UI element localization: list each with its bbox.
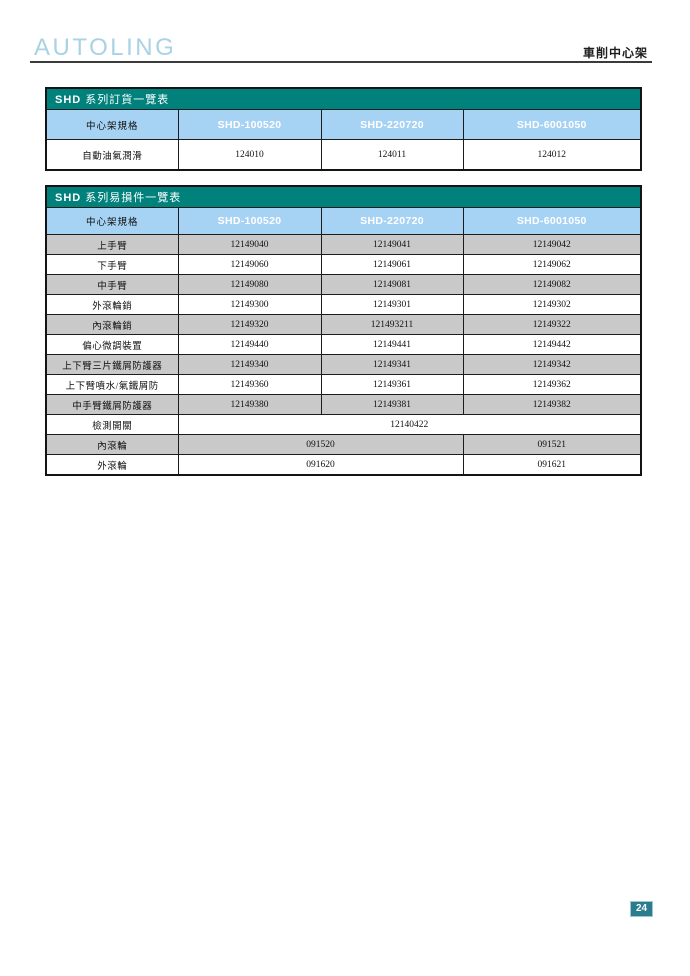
part-number-cell: 121493211 xyxy=(320,314,464,335)
part-number-cell: 124010 xyxy=(177,139,322,171)
table-row: 內滾輪銷 12149320 121493211 12149322 xyxy=(45,314,642,335)
table-row: 內滾輪 091520 091521 xyxy=(45,434,642,455)
part-number-cell: 12149081 xyxy=(320,274,464,295)
table-row: 上手臂 12149040 12149041 12149042 xyxy=(45,234,642,255)
row-label: 自動油氣潤滑 xyxy=(45,139,179,171)
table-row: 上下臂噴水/氣鐵屑防 12149360 12149361 12149362 xyxy=(45,374,642,395)
part-number-cell: 124012 xyxy=(462,139,642,171)
part-number-cell: 12149041 xyxy=(320,234,464,255)
part-number-cell: 12149442 xyxy=(462,334,642,355)
part-number-cell: 12149361 xyxy=(320,374,464,395)
row-label: 下手臂 xyxy=(45,254,179,275)
part-number-cell: 12149061 xyxy=(320,254,464,275)
wear-parts-table: SHD 系列易損件一覽表 中心架規格 SHD-100520 SHD-220720 SHD-… xyxy=(45,185,643,476)
table-row: 偏心微調裝置 12149440 12149441 12149442 xyxy=(45,334,642,355)
part-number-cell: 091521 xyxy=(462,434,642,455)
table-title: SHD 系列易損件一覽表 xyxy=(45,185,642,208)
page-number-badge: 24 xyxy=(630,901,653,917)
brand-logo: AUTOLING xyxy=(34,34,177,61)
table-row: 中手臂 12149080 12149081 12149082 xyxy=(45,274,642,295)
part-number-cell: 091520 xyxy=(177,434,464,455)
row-label: 中手臂 xyxy=(45,274,179,295)
part-number-cell: 12149322 xyxy=(462,314,642,335)
part-number-cell: 12149040 xyxy=(177,234,322,255)
column-header: SHD-220720 xyxy=(320,109,464,140)
part-number-cell: 12149440 xyxy=(177,334,322,355)
part-number-cell: 12149062 xyxy=(462,254,642,275)
header-section-title: 車削中心架 xyxy=(582,46,648,60)
part-number-cell: 12149341 xyxy=(320,354,464,375)
column-header: SHD-6001050 xyxy=(462,109,642,140)
column-header: SHD-6001050 xyxy=(462,207,642,235)
table-row: 檢測開關 12140422 xyxy=(45,414,642,435)
part-number-cell: 124011 xyxy=(320,139,464,171)
order-list-table: SHD 系列訂貨一覽表 中心架規格 SHD-100520 SHD-220720 SHD-6… xyxy=(45,87,643,171)
row-label: 偏心微調裝置 xyxy=(45,334,179,355)
part-number-cell: 12149380 xyxy=(177,394,322,415)
part-number-cell: 12140422 xyxy=(177,414,642,435)
part-number-cell: 12149301 xyxy=(320,294,464,315)
row-label: 上下臂噴水/氣鐵屑防 xyxy=(45,374,179,395)
table-title-prefix: SHD xyxy=(55,94,82,106)
table-row: 外滾輪 091620 091621 xyxy=(45,454,642,476)
table-row: 下手臂 12149060 12149061 12149062 xyxy=(45,254,642,275)
part-number-cell: 12149042 xyxy=(462,234,642,255)
part-number-cell: 12149302 xyxy=(462,294,642,315)
column-header: SHD-100520 xyxy=(177,207,322,235)
part-number-cell: 12149382 xyxy=(462,394,642,415)
part-number-cell: 12149320 xyxy=(177,314,322,335)
row-label: 中手臂鐵屑防護器 xyxy=(45,394,179,415)
part-number-cell: 12149060 xyxy=(177,254,322,275)
row-label: 上手臂 xyxy=(45,234,179,255)
column-header: SHD-100520 xyxy=(177,109,322,140)
row-label: 外滾輪 xyxy=(45,454,179,476)
row-label: 內滾輪銷 xyxy=(45,314,179,335)
table-title: SHD 系列訂貨一覽表 xyxy=(45,87,642,110)
part-number-cell: 12149360 xyxy=(177,374,322,395)
table-title-text: 系列訂貨一覽表 xyxy=(85,94,170,106)
part-number-cell: 12149441 xyxy=(320,334,464,355)
part-number-cell: 12149342 xyxy=(462,354,642,375)
table-row: 自動油氣潤滑 124010 124011 124012 xyxy=(45,139,642,171)
table-title-prefix: SHD xyxy=(55,192,82,204)
table-row: 上下臂三片鐵屑防護器 12149340 12149341 12149342 xyxy=(45,354,642,375)
part-number-cell: 12149080 xyxy=(177,274,322,295)
part-number-cell: 12149362 xyxy=(462,374,642,395)
part-number-cell: 091620 xyxy=(177,454,464,476)
row-label: 內滾輪 xyxy=(45,434,179,455)
table-title-text: 系列易損件一覽表 xyxy=(85,192,182,204)
table-row: 外滾輪銷 12149300 12149301 12149302 xyxy=(45,294,642,315)
part-number-cell: 12149300 xyxy=(177,294,322,315)
row-label: 上下臂三片鐵屑防護器 xyxy=(45,354,179,375)
row-label: 檢測開關 xyxy=(45,414,179,435)
row-header-label: 中心架規格 xyxy=(45,207,179,235)
column-header: SHD-220720 xyxy=(320,207,464,235)
part-number-cell: 091621 xyxy=(462,454,642,476)
part-number-cell: 12149082 xyxy=(462,274,642,295)
row-header-label: 中心架規格 xyxy=(45,109,179,140)
table-row: 中手臂鐵屑防護器 12149380 12149381 12149382 xyxy=(45,394,642,415)
row-label: 外滾輪銷 xyxy=(45,294,179,315)
part-number-cell: 12149340 xyxy=(177,354,322,375)
part-number-cell: 12149381 xyxy=(320,394,464,415)
header-divider xyxy=(30,61,652,63)
